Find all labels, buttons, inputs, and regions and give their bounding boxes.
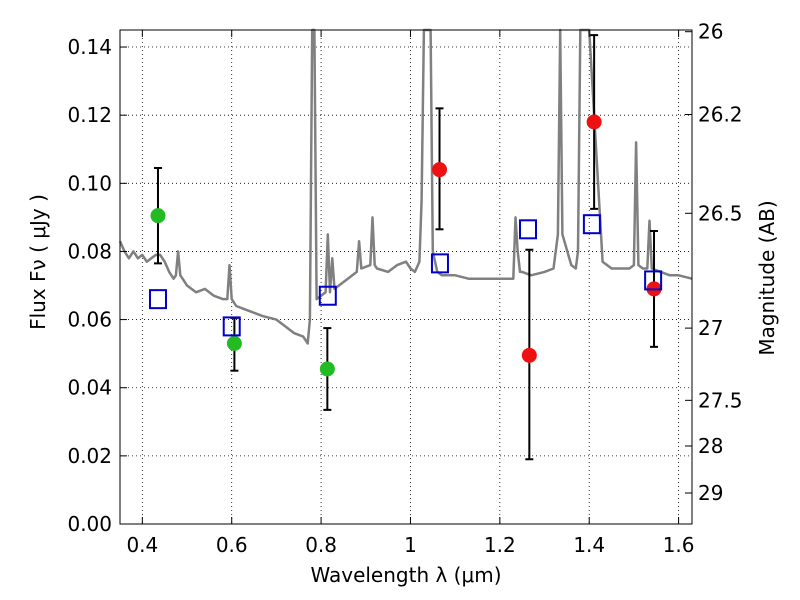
data-point	[319, 361, 335, 377]
x-tick-label: 1.6	[663, 533, 695, 557]
y-tick-label: 0.14	[67, 35, 112, 59]
grid	[120, 30, 692, 525]
y2-axis-title: Magnitude (AB)	[755, 200, 779, 355]
data-point	[226, 335, 242, 351]
x-tick-label: 0.8	[305, 533, 337, 557]
mag-tick-label: 26	[698, 20, 723, 44]
model-sed-layer	[118, 28, 693, 345]
mag-tick-label: 27.5	[698, 388, 743, 412]
y-tick-label: 0.02	[67, 444, 112, 468]
x-tick-label: 1.4	[573, 533, 605, 557]
model-photometry-square	[582, 214, 601, 235]
x-axis-title: Wavelength λ (μm)	[310, 563, 501, 587]
model-photometry-square	[518, 219, 537, 240]
error-bars-layer	[153, 34, 659, 461]
model-photometry-square	[430, 253, 449, 274]
model-sed-line	[118, 28, 693, 345]
mag-tick-label: 26.5	[698, 201, 743, 225]
mag-tick-label: 28	[698, 434, 723, 458]
data-point	[432, 162, 448, 178]
mag-tick-label: 29	[698, 481, 723, 505]
y-tick-label: 0.06	[67, 308, 112, 332]
y-tick-label: 0.10	[67, 171, 112, 195]
data-point	[521, 347, 537, 363]
x-tick-label: 0.6	[216, 533, 248, 557]
ticks-layer: 0.4 0.6 0.8 1 1.2 1.4 1.6 0.00 0.02 0.04 0.06 0.08 0…	[67, 20, 742, 557]
data-point	[586, 114, 602, 130]
x-tick-label: 0.4	[126, 533, 158, 557]
model-photometry-square	[222, 316, 241, 337]
y-tick-label: 0.12	[67, 103, 112, 127]
mag-tick-label: 27	[698, 316, 723, 340]
plot-frame	[119, 29, 693, 525]
model-photometry-square	[318, 285, 337, 306]
x-tick-label: 1.2	[484, 533, 516, 557]
y-tick-label: 0.04	[67, 376, 112, 400]
data-point	[150, 208, 166, 224]
y-tick-label: 0.00	[67, 512, 112, 536]
model-photometry-square	[644, 270, 663, 291]
markers-layer	[148, 114, 663, 377]
y-axis-title: Flux Fν ( μJy )	[26, 194, 50, 330]
y-tick-label: 0.08	[67, 239, 112, 263]
model-photometry-square	[148, 289, 167, 310]
mag-tick-label: 26.2	[698, 102, 743, 126]
x-tick-label: 1	[404, 533, 417, 557]
